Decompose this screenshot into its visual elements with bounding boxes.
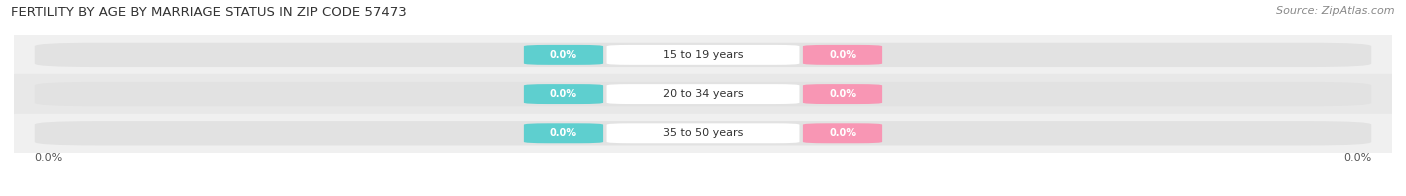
Bar — [14, 114, 1392, 153]
FancyBboxPatch shape — [35, 43, 1371, 67]
Text: 35 to 50 years: 35 to 50 years — [662, 128, 744, 138]
FancyBboxPatch shape — [606, 45, 800, 65]
FancyBboxPatch shape — [803, 45, 882, 65]
FancyBboxPatch shape — [524, 45, 603, 65]
FancyBboxPatch shape — [524, 123, 603, 143]
FancyBboxPatch shape — [524, 84, 603, 104]
FancyBboxPatch shape — [803, 84, 882, 104]
Text: 20 to 34 years: 20 to 34 years — [662, 89, 744, 99]
Text: 0.0%: 0.0% — [550, 89, 576, 99]
Text: 15 to 19 years: 15 to 19 years — [662, 50, 744, 60]
FancyBboxPatch shape — [35, 82, 1371, 106]
Bar — [14, 35, 1392, 74]
FancyBboxPatch shape — [35, 121, 1371, 145]
Text: 0.0%: 0.0% — [1343, 153, 1371, 163]
Text: 0.0%: 0.0% — [830, 89, 856, 99]
Legend: Married, Unmarried: Married, Unmarried — [620, 194, 786, 196]
Text: 0.0%: 0.0% — [550, 128, 576, 138]
Text: Source: ZipAtlas.com: Source: ZipAtlas.com — [1277, 6, 1395, 16]
Text: 0.0%: 0.0% — [830, 50, 856, 60]
Text: FERTILITY BY AGE BY MARRIAGE STATUS IN ZIP CODE 57473: FERTILITY BY AGE BY MARRIAGE STATUS IN Z… — [11, 6, 406, 19]
Text: 0.0%: 0.0% — [830, 128, 856, 138]
FancyBboxPatch shape — [606, 123, 800, 143]
FancyBboxPatch shape — [606, 84, 800, 104]
Bar — [14, 74, 1392, 114]
Text: 0.0%: 0.0% — [35, 153, 63, 163]
Text: 0.0%: 0.0% — [550, 50, 576, 60]
FancyBboxPatch shape — [803, 123, 882, 143]
